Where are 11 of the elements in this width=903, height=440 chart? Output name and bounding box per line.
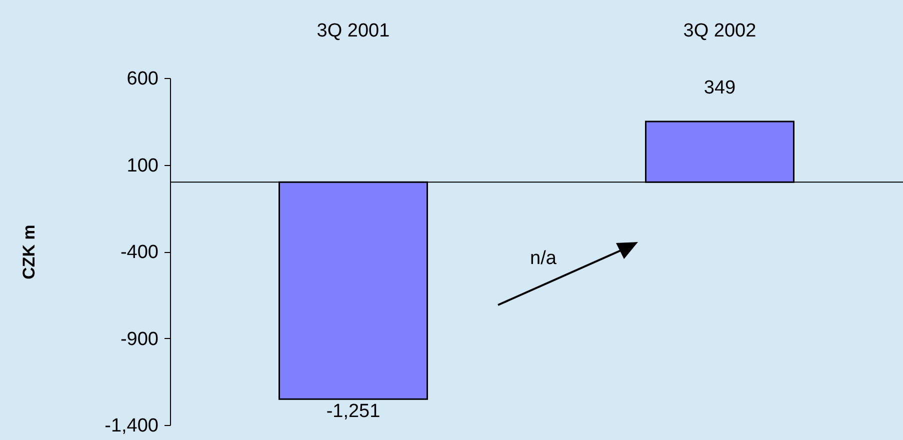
y-tick-label: 600 xyxy=(126,68,158,90)
y-tick-label: 100 xyxy=(126,155,158,176)
y-axis-title: CZK m xyxy=(20,224,39,280)
x-tick-label: 3Q 2001 xyxy=(316,20,390,42)
data-label: 349 xyxy=(704,78,736,99)
x-tick-label: 3Q 2002 xyxy=(683,20,756,42)
y-tick-label: -400 xyxy=(120,242,158,263)
y-tick-label: -1,400 xyxy=(104,416,158,436)
data-label: -1,251 xyxy=(326,401,380,422)
annotation: n/a xyxy=(530,248,556,270)
y-tick-label: -900 xyxy=(120,328,158,350)
